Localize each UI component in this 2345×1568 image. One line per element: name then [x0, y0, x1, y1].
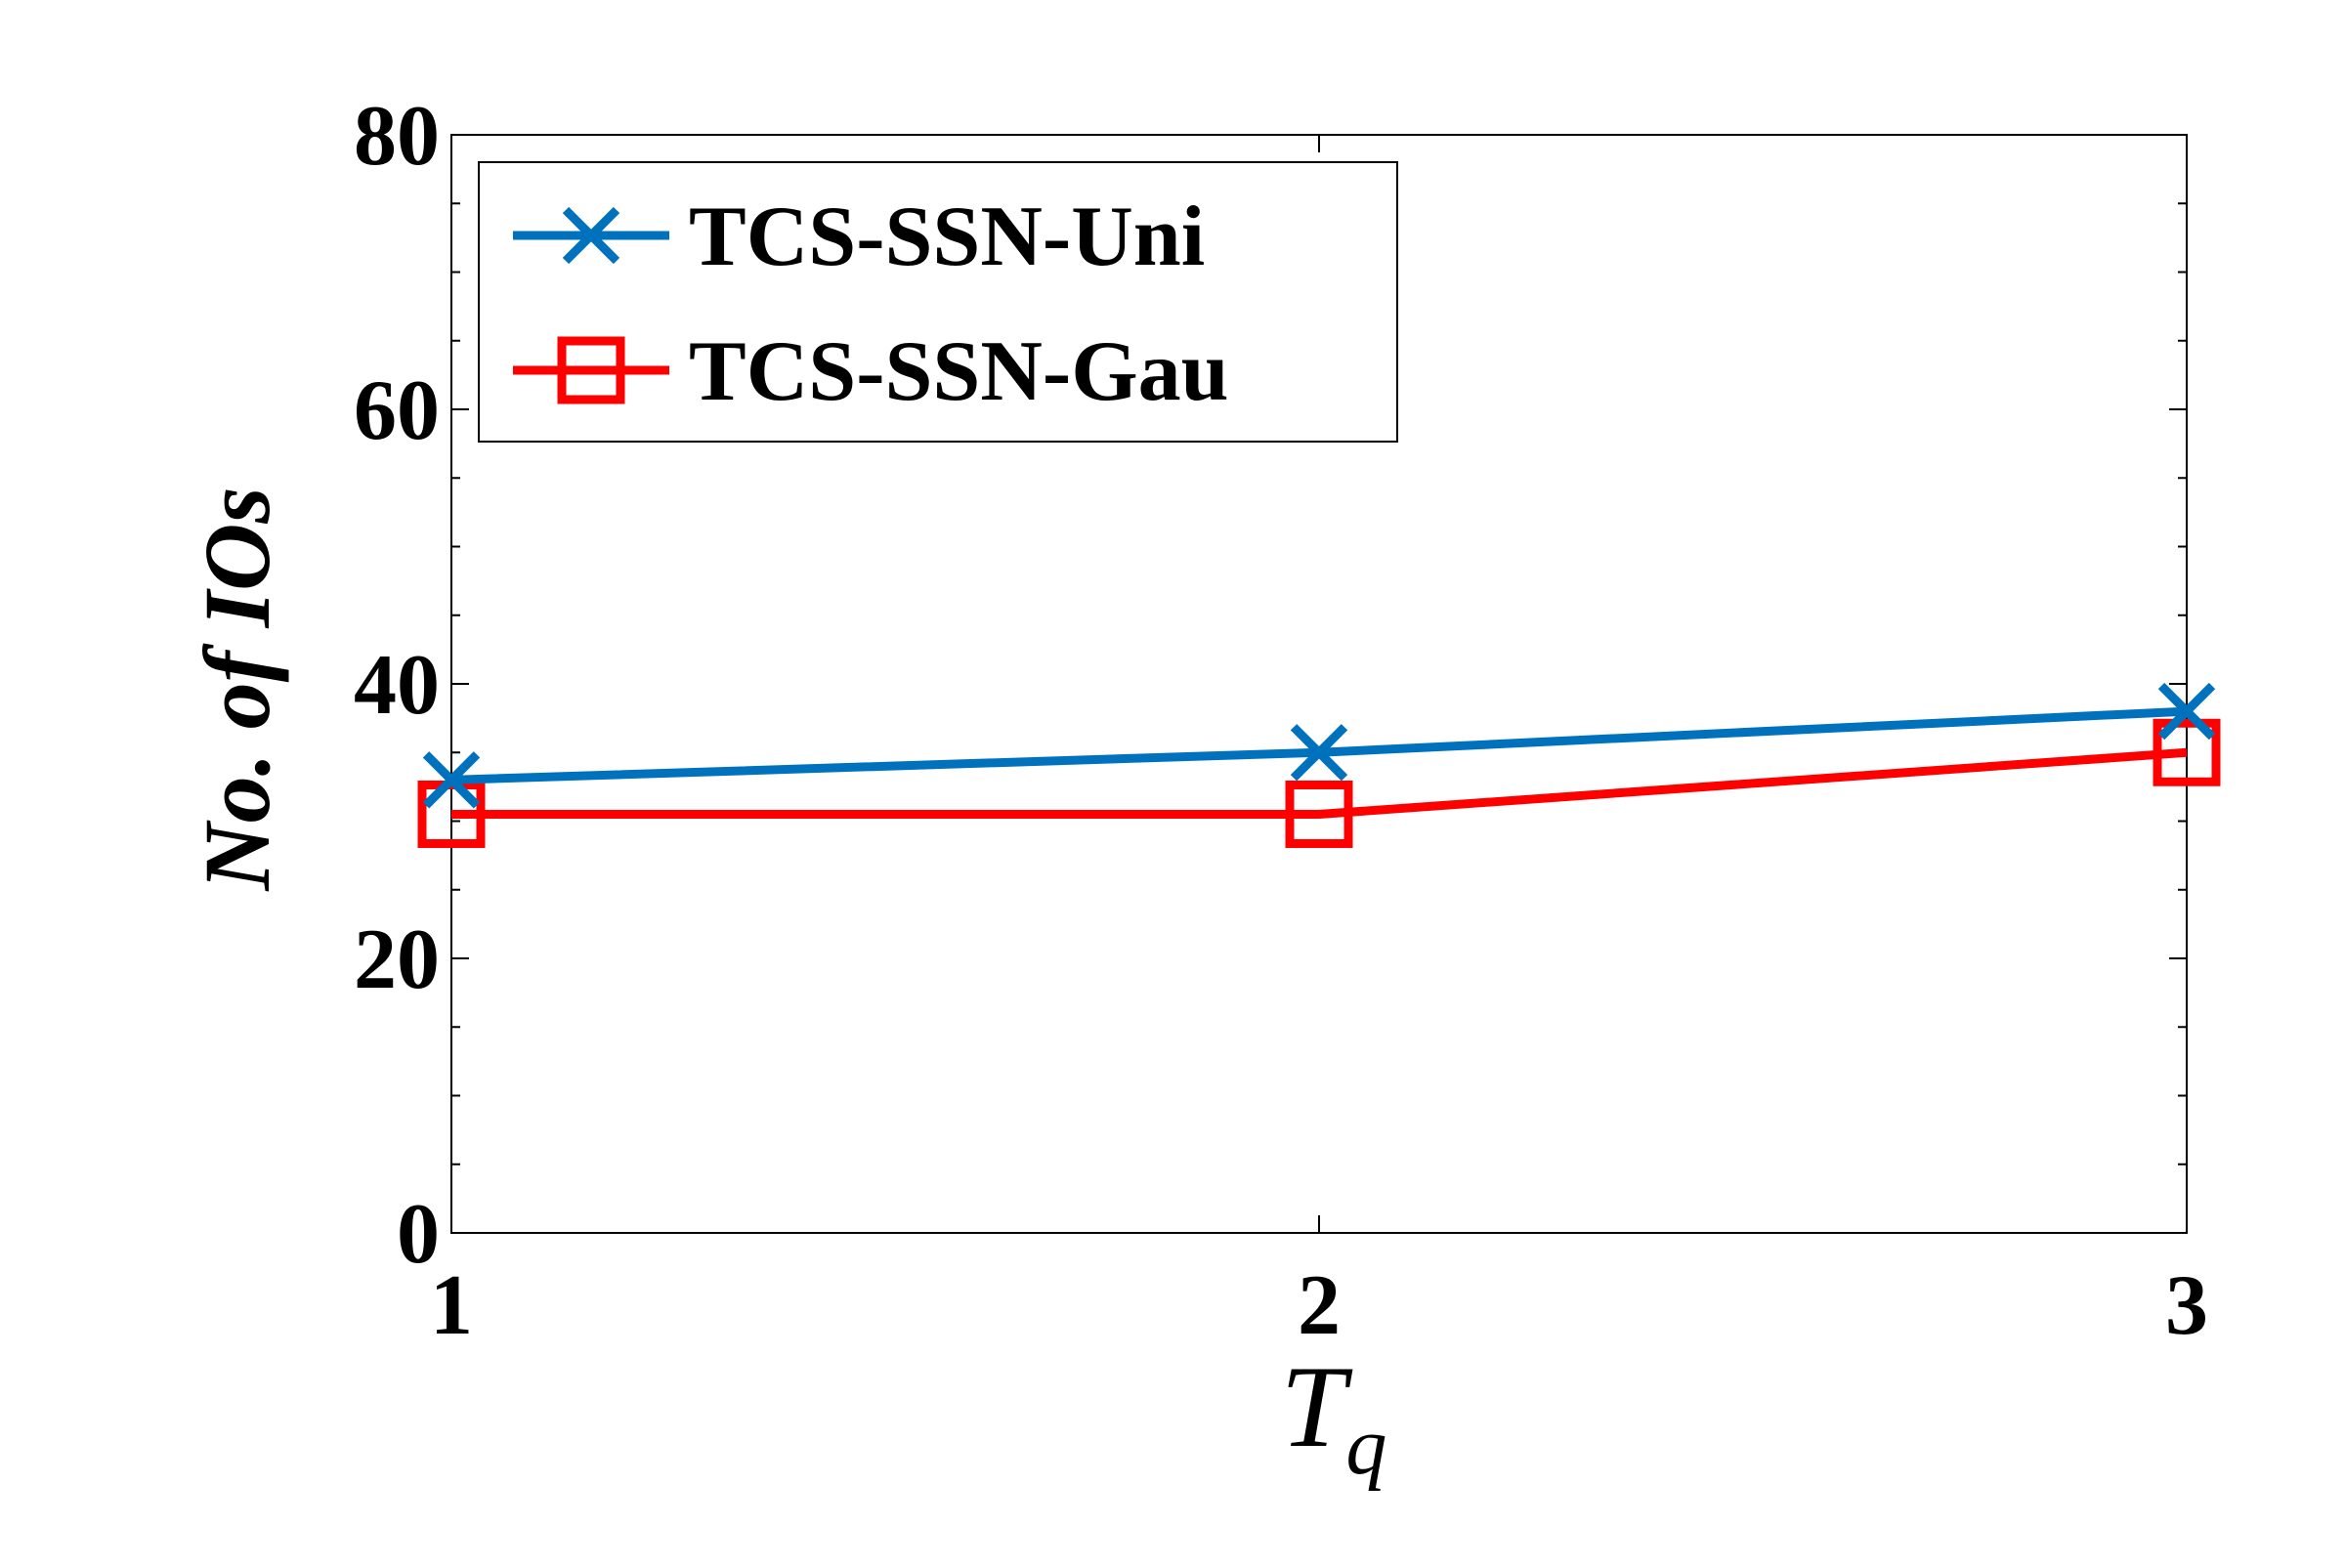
legend-marker	[557, 336, 625, 404]
legend-box	[478, 161, 1398, 443]
x-axis-label-subscript: q	[1345, 1401, 1386, 1492]
y-tick-label: 0	[397, 1187, 440, 1282]
series-line	[451, 747, 2188, 819]
series-layer	[417, 682, 2221, 848]
series-TCS-SSN-Uni	[422, 682, 2216, 809]
data-point	[2157, 682, 2216, 741]
y-tick-label: 80	[354, 89, 440, 184]
data-point	[1290, 724, 1348, 782]
data-point	[2153, 718, 2221, 786]
x-axis-label: Tq	[1281, 1341, 1387, 1492]
axes: 0 20 40 60 80 1 2 3	[354, 89, 2208, 1353]
legend-marker	[562, 206, 620, 265]
x-marker-stroke	[562, 206, 620, 265]
y-tick-label: 40	[354, 638, 440, 733]
data-point	[1285, 780, 1353, 848]
data-point	[422, 751, 481, 809]
y-tick-label: 60	[354, 363, 440, 458]
x-tick-label: 2	[1298, 1258, 1341, 1353]
x-tick-label: 1	[430, 1258, 473, 1353]
x-marker-stroke	[1290, 724, 1348, 782]
series-TCS-SSN-Gau	[417, 718, 2221, 848]
legend-label: TCS-SSN-Uni	[689, 190, 1205, 284]
x-tick-label: 3	[2165, 1258, 2208, 1353]
legend-item: TCS-SSN-Gau	[513, 324, 1229, 419]
y-tick-label: 20	[354, 912, 440, 1007]
y-axis-label: No. of IOs	[185, 487, 289, 891]
x-marker-stroke	[422, 751, 481, 809]
legend: TCS-SSN-Uni TCS-SSN-Gau	[478, 161, 1398, 443]
legend-label: TCS-SSN-Gau	[689, 324, 1229, 419]
x-axis-label-main: T	[1281, 1341, 1353, 1471]
x-marker-stroke	[2157, 682, 2216, 741]
legend-item: TCS-SSN-Uni	[513, 190, 1205, 284]
